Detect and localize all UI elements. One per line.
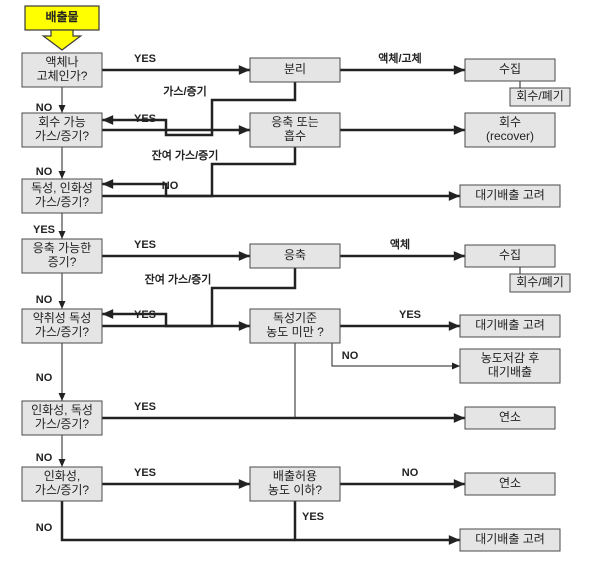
svg-text:NO: NO (402, 467, 419, 479)
start-arrow-icon (43, 30, 80, 50)
node-label: 흡수 (284, 129, 306, 143)
svg-text:YES: YES (33, 224, 55, 236)
node-label: 대기배출 (488, 365, 532, 379)
node-label: 인화성, (44, 469, 80, 483)
node-label: 가스/증기? (35, 195, 89, 209)
node-label: 수집 (499, 248, 521, 262)
node-label: 가스/증기? (35, 325, 89, 339)
svg-text:NO: NO (36, 452, 53, 464)
svg-text:잔여 가스/증기: 잔여 가스/증기 (145, 272, 212, 286)
svg-text:YES: YES (134, 309, 156, 321)
node-label: 약취성 독성 (33, 310, 92, 325)
svg-text:NO: NO (36, 522, 53, 534)
svg-text:YES: YES (399, 309, 421, 321)
svg-text:NO: NO (342, 350, 359, 362)
svg-text:액체: 액체 (390, 237, 410, 251)
node-label: (recover) (486, 129, 534, 143)
node-label: 회수/폐기 (516, 89, 564, 103)
svg-text:YES: YES (134, 239, 156, 251)
node-label: 독성기준 (273, 311, 317, 325)
node-label: 분리 (284, 62, 306, 76)
node-label: 회수/폐기 (516, 275, 564, 289)
node-label: 가스/증기? (35, 417, 89, 431)
node-label: 연소 (499, 410, 521, 424)
svg-text:가스/증기: 가스/증기 (163, 84, 207, 98)
node-label: 대기배출 고려 (475, 188, 545, 202)
node-label: 증기? (48, 255, 77, 269)
flowchart-diagram: YES 액체/고체 NO 가스/증기 YES NO 잔여 가스/증기 NO YES YES 액체 NO… (0, 0, 602, 573)
svg-text:YES: YES (134, 113, 156, 125)
node-label: 농도 이하? (268, 483, 322, 497)
svg-text:NO: NO (36, 294, 53, 306)
node-label: 대기배출 고려 (475, 532, 545, 546)
node-label: 연소 (499, 476, 521, 490)
node-label: 회수 (499, 115, 521, 129)
svg-text:액체/고체: 액체/고체 (378, 51, 422, 65)
node-label: 액체나 (45, 55, 78, 69)
node-label: 독성, 인화성 (31, 181, 93, 195)
node-label: 수집 (499, 62, 521, 76)
svg-text:YES: YES (134, 467, 156, 479)
node-label: 응축 가능한 (33, 241, 92, 255)
svg-text:YES: YES (134, 53, 156, 65)
svg-text:NO: NO (36, 372, 53, 384)
node-label: 농도저감 후 (481, 351, 540, 365)
node-label: 농도 미만 ? (266, 325, 324, 339)
svg-text:잔여 가스/증기: 잔여 가스/증기 (152, 148, 219, 162)
node-label: 배출허용 (273, 469, 317, 483)
svg-text:YES: YES (302, 511, 324, 523)
node-label: 가스/증기? (35, 483, 89, 497)
node-label: 가스/증기? (35, 129, 89, 143)
node-label: 배출물 (45, 9, 78, 24)
svg-text:NO: NO (162, 180, 179, 192)
svg-text:YES: YES (134, 401, 156, 413)
svg-text:NO: NO (36, 166, 53, 178)
node-label: 인화성, 독성 (31, 403, 93, 417)
node-label: 응축 또는 (271, 115, 319, 129)
node-label: 대기배출 고려 (475, 318, 545, 332)
svg-text:NO: NO (36, 102, 53, 114)
node-label: 응축 (284, 248, 306, 262)
node-label: 고체인가? (37, 69, 88, 83)
node-label: 회수 가능 (38, 115, 86, 129)
